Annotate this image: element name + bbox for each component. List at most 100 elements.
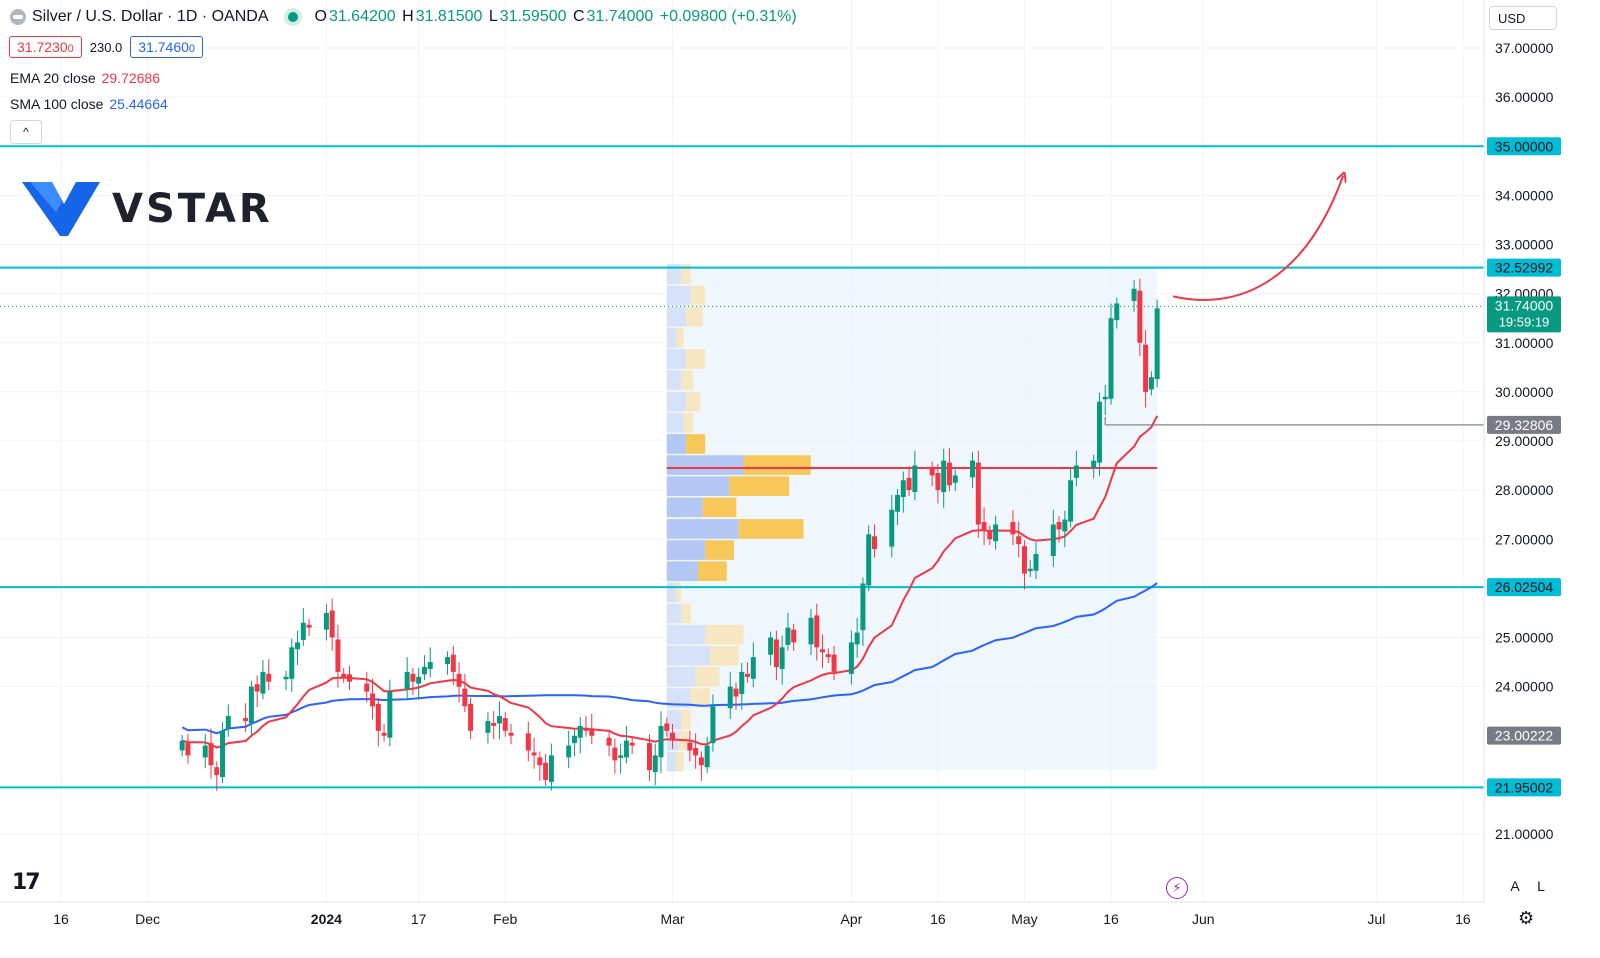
time-tick-label: 16: [53, 911, 69, 927]
time-tick-label: Mar: [660, 911, 684, 927]
candle-body: [860, 583, 866, 631]
candle-body: [785, 627, 791, 645]
collapse-legend-button[interactable]: ^: [10, 120, 42, 144]
candle-body: [1091, 460, 1097, 468]
candle-body: [1027, 568, 1033, 572]
volume-profile-down-bar: [709, 645, 739, 666]
vstar-logo-icon: [22, 182, 100, 236]
volume-profile-up-bar: [666, 519, 739, 539]
candle-body: [404, 671, 410, 690]
time-tick-label: May: [1011, 911, 1037, 927]
time-tick-label: Dec: [135, 911, 160, 927]
tradingview-logo[interactable]: 17: [12, 870, 41, 895]
candle-body: [537, 757, 543, 766]
open-label: O: [314, 8, 327, 25]
candle-body: [693, 748, 699, 756]
price-tick-label: 29.00000: [1495, 433, 1554, 449]
candle-body: [1050, 524, 1056, 556]
close-label: C: [572, 8, 585, 25]
volume-profile-up-bar: [666, 751, 677, 772]
price-tick-label: 27.00000: [1495, 531, 1554, 547]
current-price-label: 31.74000: [1495, 297, 1554, 313]
bolt-icon[interactable]: ⚡: [1166, 877, 1188, 899]
volume-profile-down-bar: [685, 306, 703, 327]
candle-body: [260, 671, 266, 694]
price-tick-label: 33.00000: [1495, 237, 1554, 253]
candle-body: [456, 673, 462, 687]
candle-body: [502, 718, 508, 731]
candle-body: [496, 716, 502, 724]
candle-body: [727, 686, 733, 709]
sma-value: 25.44664: [109, 96, 168, 112]
candle-body: [993, 524, 999, 542]
candle-body: [629, 742, 635, 746]
candle-body: [831, 654, 837, 672]
gear-icon[interactable]: ⚙: [1518, 908, 1535, 928]
price-tick-label: 25.00000: [1495, 630, 1554, 646]
candle-body: [1010, 522, 1016, 535]
candle-body: [202, 745, 208, 758]
candle-body: [606, 737, 612, 746]
candle-body: [866, 534, 872, 586]
candle-body: [462, 688, 468, 707]
volume-profile-up-bar: [666, 285, 691, 306]
horizontal-levels: [0, 145, 1484, 789]
marker-price-badge: [1487, 726, 1561, 745]
candle-body: [1131, 288, 1137, 301]
volume-profile-up-bar: [666, 561, 698, 581]
candle-body: [185, 742, 191, 756]
volume-profile-up-bar: [666, 370, 682, 390]
candle-body: [618, 755, 624, 758]
candle-body: [739, 671, 745, 694]
candle-body: [1114, 303, 1120, 321]
candle-body: [208, 743, 214, 766]
candle-body: [698, 757, 704, 766]
symbol-title[interactable]: Silver / U.S. Dollar · 1D · OANDA: [32, 8, 269, 25]
spread-value: 230.0: [89, 39, 123, 55]
candle-body: [283, 676, 289, 680]
candle-body: [387, 691, 393, 738]
low-label: L: [488, 8, 498, 25]
volume-profile-up-bar: [666, 603, 682, 624]
auto-scale-button[interactable]: A: [1510, 878, 1520, 894]
marker-price-label: 29.32806: [1495, 417, 1554, 433]
currency-selector[interactable]: USD: [1489, 6, 1557, 30]
countdown-label: 19:59:19: [1499, 314, 1550, 329]
volume-profile-up-bar: [666, 306, 686, 327]
ema-legend[interactable]: EMA 20 close 29.72686: [10, 70, 160, 86]
volume-profile-down-bar: [681, 709, 691, 730]
candle-body: [970, 460, 976, 478]
candle-body: [323, 612, 329, 630]
ema-value: 29.72686: [101, 70, 161, 86]
buy-price-button[interactable]: 31.74600: [130, 36, 204, 58]
candle-body: [670, 732, 676, 741]
price-scale[interactable]: 37.0000036.0000034.0000033.0000032.00000…: [1483, 0, 1600, 958]
price-tick-label: 30.00000: [1495, 384, 1554, 400]
candle-body: [952, 475, 958, 483]
sell-price-button[interactable]: 31.72300: [9, 36, 82, 58]
volume-profile-up-bar: [666, 349, 686, 369]
trade-row: 31.72300 230.0 31.74600: [9, 36, 204, 58]
candle-body: [871, 536, 877, 550]
candle-body: [577, 725, 583, 738]
candle-body: [543, 762, 549, 780]
candle-body: [243, 718, 249, 722]
market-open-icon: [288, 12, 299, 22]
level-price-badge: [1487, 258, 1561, 277]
log-scale-button[interactable]: L: [1537, 878, 1545, 894]
volume-profile-down-bar: [729, 476, 790, 497]
volume-profile-up-bar: [666, 328, 677, 348]
sma-legend[interactable]: SMA 100 close 25.44664: [10, 96, 168, 112]
price-tick-label: 21.00000: [1495, 826, 1554, 842]
candle-body: [929, 467, 935, 476]
candle-body: [450, 654, 456, 672]
volume-profile-up-bar: [666, 497, 703, 518]
candle-body: [508, 732, 514, 736]
candle-body: [375, 703, 381, 731]
candle-body: [421, 666, 427, 675]
candle-body: [768, 637, 774, 655]
time-scale[interactable]: 16 Dec 2024 17 Feb Mar Apr 16 May 16 Jun Jul 16: [0, 901, 1484, 927]
volume-profile-down-bar: [685, 349, 706, 369]
time-tick-label: Jul: [1367, 911, 1385, 927]
